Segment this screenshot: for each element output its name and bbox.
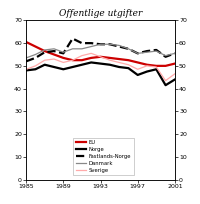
Sverige <box>127 63 129 66</box>
EU <box>145 63 147 66</box>
Danmark <box>53 48 55 50</box>
Norge <box>145 70 147 73</box>
EU <box>90 57 92 59</box>
Norge <box>164 84 166 86</box>
Line: Norge: Norge <box>26 62 174 85</box>
Sverige <box>154 66 157 68</box>
Fastlands-Norge <box>127 48 129 50</box>
EU <box>80 59 83 61</box>
Sverige <box>173 73 175 75</box>
Danmark <box>145 51 147 53</box>
Fastlands-Norge <box>80 42 83 44</box>
Fastlands-Norge <box>34 57 36 59</box>
Fastlands-Norge <box>25 60 27 63</box>
Sverige <box>43 59 46 61</box>
EU <box>154 65 157 67</box>
Danmark <box>154 50 157 52</box>
EU <box>53 53 55 56</box>
Norge <box>136 74 138 76</box>
Line: Danmark: Danmark <box>26 44 174 58</box>
Sverige <box>80 54 83 57</box>
EU <box>99 55 101 58</box>
Fastlands-Norge <box>108 43 110 45</box>
Fastlands-Norge <box>90 42 92 44</box>
Fastlands-Norge <box>145 50 147 52</box>
Danmark <box>108 43 110 45</box>
Fastlands-Norge <box>62 52 64 55</box>
Danmark <box>117 44 120 47</box>
Fastlands-Norge <box>117 45 120 48</box>
Norge <box>154 68 157 71</box>
EU <box>62 57 64 59</box>
EU <box>127 59 129 61</box>
Norge <box>99 62 101 65</box>
EU <box>25 41 27 43</box>
Norge <box>71 66 73 68</box>
Danmark <box>90 45 92 48</box>
EU <box>136 61 138 64</box>
Fastlands-Norge <box>71 37 73 40</box>
EU <box>117 58 120 60</box>
Fastlands-Norge <box>53 50 55 52</box>
Sverige <box>62 61 64 64</box>
Fastlands-Norge <box>99 43 101 45</box>
EU <box>164 65 166 67</box>
Danmark <box>80 48 83 50</box>
Danmark <box>99 43 101 45</box>
Danmark <box>25 57 27 59</box>
Norge <box>25 69 27 72</box>
EU <box>43 50 46 52</box>
Line: EU: EU <box>26 42 174 66</box>
Danmark <box>127 48 129 50</box>
Danmark <box>71 48 73 50</box>
Norge <box>53 66 55 68</box>
Line: Fastlands-Norge: Fastlands-Norge <box>26 39 174 61</box>
Legend: EU, Norge, Fastlands-Norge, Danmark, Sverige: EU, Norge, Fastlands-Norge, Danmark, Sve… <box>73 138 133 175</box>
Norge <box>62 68 64 71</box>
Danmark <box>164 54 166 57</box>
Fastlands-Norge <box>173 52 175 55</box>
EU <box>34 45 36 48</box>
Sverige <box>136 68 138 71</box>
Line: Sverige: Sverige <box>26 53 174 81</box>
EU <box>71 59 73 61</box>
Fastlands-Norge <box>43 51 46 53</box>
Sverige <box>108 59 110 61</box>
Danmark <box>62 51 64 53</box>
Danmark <box>173 52 175 55</box>
Norge <box>117 66 120 68</box>
Sverige <box>164 79 166 82</box>
Norge <box>108 63 110 66</box>
Title: Offentlige utgifter: Offentlige utgifter <box>59 9 141 18</box>
Sverige <box>90 52 92 55</box>
Sverige <box>71 59 73 61</box>
Danmark <box>136 52 138 55</box>
Sverige <box>117 61 120 64</box>
Norge <box>43 63 46 66</box>
Sverige <box>25 68 27 71</box>
Norge <box>90 61 92 64</box>
EU <box>108 57 110 59</box>
Fastlands-Norge <box>136 52 138 55</box>
Sverige <box>34 65 36 67</box>
Sverige <box>99 55 101 58</box>
Fastlands-Norge <box>164 55 166 58</box>
EU <box>173 62 175 65</box>
Norge <box>80 63 83 66</box>
Norge <box>34 68 36 71</box>
Sverige <box>145 65 147 67</box>
Norge <box>127 67 129 69</box>
Fastlands-Norge <box>154 49 157 51</box>
Sverige <box>53 58 55 60</box>
Danmark <box>34 53 36 56</box>
Danmark <box>43 49 46 51</box>
Norge <box>173 78 175 81</box>
